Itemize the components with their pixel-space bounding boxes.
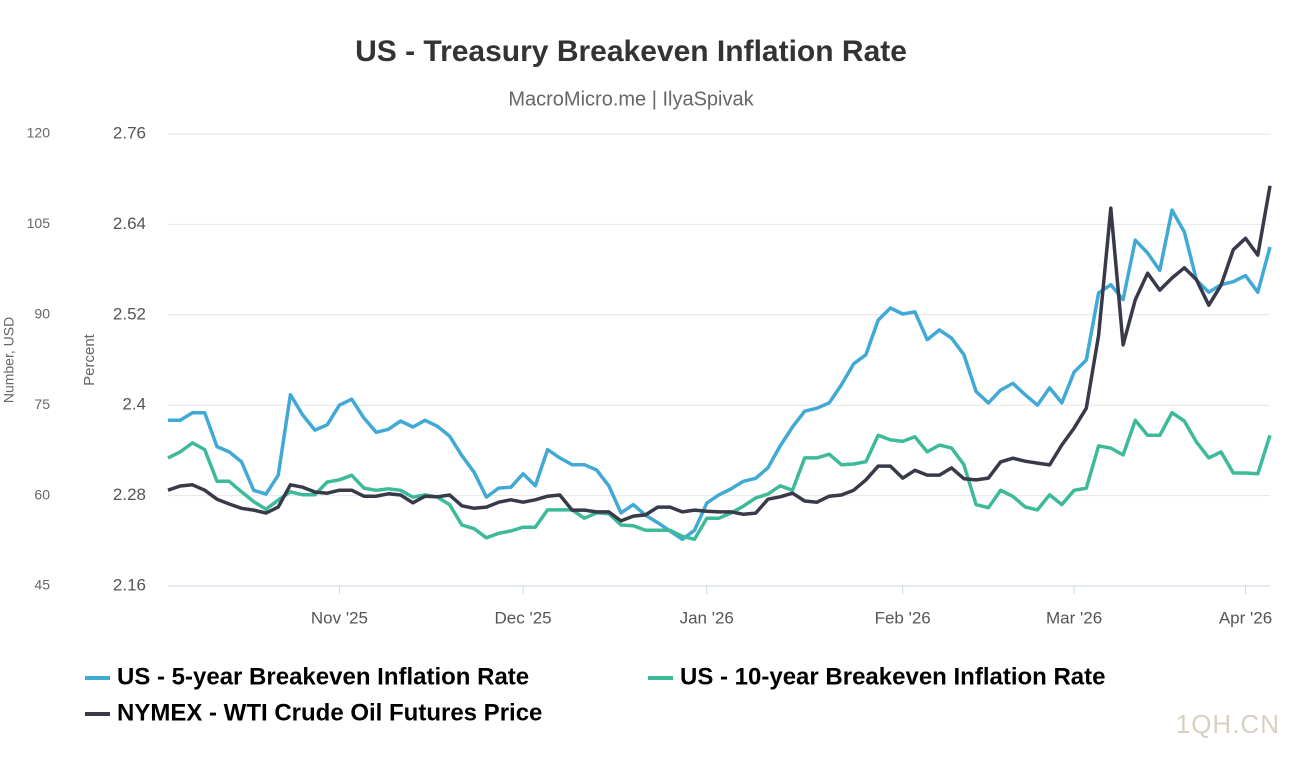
y-tick-label: 2.64	[113, 214, 146, 233]
y2-axis-title: Number, USD	[1, 317, 17, 403]
y2-tick-label: 90	[34, 306, 50, 322]
y2-tick-label: 60	[34, 486, 50, 502]
legend-label: US - 5-year Breakeven Inflation Rate	[117, 663, 529, 690]
series-line	[168, 208, 1272, 542]
y-tick-label: 2.52	[113, 304, 146, 323]
legend-label: US - 10-year Breakeven Inflation Rate	[680, 663, 1106, 690]
y2-tick-label: 45	[34, 577, 50, 593]
y-tick-label: 2.76	[113, 123, 146, 142]
legend-label: NYMEX - WTI Crude Oil Futures Price	[117, 699, 542, 726]
y-axis-title: Percent	[81, 333, 98, 386]
x-tick-label: Mar '26	[1046, 608, 1102, 627]
y2-tick-label: 120	[27, 125, 51, 141]
y-tick-label: 2.28	[113, 485, 146, 504]
x-tick-label: Feb '26	[875, 608, 931, 627]
series-line	[167, 410, 1272, 542]
series-line	[167, 185, 1272, 523]
x-tick-label: Apr '26	[1219, 608, 1272, 627]
y2-tick-label: 105	[27, 215, 51, 231]
y-tick-label: 2.16	[113, 575, 146, 594]
x-tick-label: Dec '25	[495, 608, 552, 627]
x-tick-label: Jan '26	[680, 608, 734, 627]
y-tick-label: 2.4	[122, 395, 146, 414]
chart-title: US - Treasury Breakeven Inflation Rate	[355, 35, 907, 68]
watermark: 1QH.CN	[1176, 709, 1280, 739]
y2-tick-label: 75	[34, 396, 50, 412]
x-tick-label: Nov '25	[311, 608, 368, 627]
chart-subtitle: MacroMicro.me | IlyaSpivak	[508, 88, 754, 110]
